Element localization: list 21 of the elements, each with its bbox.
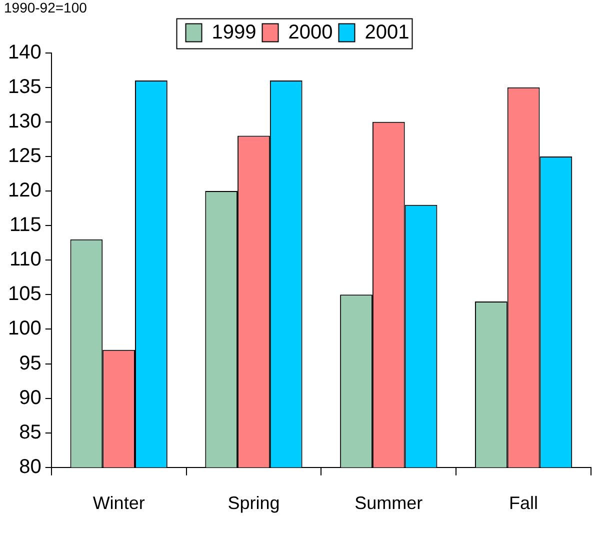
y-tick-label: 95	[19, 352, 42, 374]
y-tick-label: 130	[8, 110, 42, 132]
y-tick-label: 85	[19, 421, 42, 444]
y-tick-label: 110	[9, 248, 42, 271]
x-tick-label: Winter	[92, 493, 145, 514]
y-tick-label: 120	[8, 180, 42, 202]
x-tick-label: Spring	[228, 493, 280, 514]
y-tick-label: 90	[19, 386, 42, 409]
legend-label: 2000	[288, 21, 333, 44]
chart-subtitle: 1990-92=100	[4, 0, 88, 16]
y-tick-label: 140	[8, 41, 42, 64]
x-tick-label: Fall	[509, 493, 538, 514]
y-tick-label: 135	[8, 76, 42, 98]
y-tick-label: 105	[8, 283, 42, 306]
y-tick-label: 100	[8, 318, 42, 340]
legend-label: 1999	[212, 21, 256, 44]
y-tick-label: 125	[8, 144, 42, 167]
legend-label: 2001	[364, 21, 410, 44]
y-tick-label: 80	[19, 456, 42, 478]
y-tick-label: 115	[9, 214, 42, 236]
x-tick-label: Summer	[354, 493, 423, 514]
